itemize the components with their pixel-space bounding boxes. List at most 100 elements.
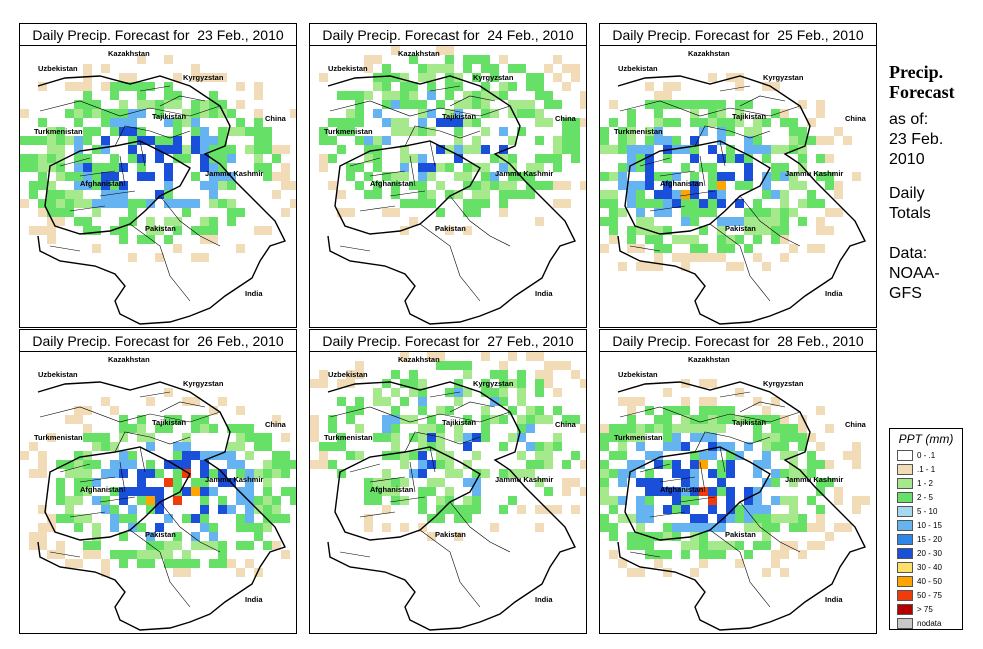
label-china: China: [265, 420, 287, 429]
label-kyrgyzstan: Kyrgyzstan: [183, 73, 224, 82]
label-kyrgyzstan: Kyrgyzstan: [473, 73, 514, 82]
label-tajikistan: Tajikistan: [732, 418, 766, 427]
forecast-panel-27-feb: Daily Precip. Forecast for 27 Feb., 2010…: [309, 329, 587, 634]
precip-cells: [20, 55, 296, 262]
legend-label: 10 - 15: [917, 520, 942, 530]
country-outline: [37, 75, 286, 325]
forecast-panel-24-feb: Daily Precip. Forecast for 24 Feb., 2010…: [309, 23, 587, 328]
province-boundary: [629, 223, 771, 302]
province-boundary: [694, 431, 771, 453]
province-boundary: [429, 85, 496, 107]
legend-label: 50 - 75: [917, 590, 942, 600]
label-kyrgyzstan: Kyrgyzstan: [183, 379, 224, 388]
province-boundary: [59, 157, 136, 212]
label-afghanistan: Afghanistan: [660, 485, 704, 494]
legend-swatch: [897, 505, 913, 517]
sidebar-title-line1: Precip.: [889, 62, 944, 82]
totals-line1: Daily: [889, 185, 925, 202]
label-turkmenistan: Turkmenistan: [614, 433, 663, 442]
label-jammu-kashmir: Jammu Kashmir: [495, 475, 553, 484]
province-boundary: [139, 85, 206, 107]
legend-label: 1 - 2: [917, 478, 934, 488]
legend-item: 1 - 2: [897, 476, 962, 490]
legend-label: 15 - 20: [917, 534, 942, 544]
label-india: India: [245, 289, 263, 298]
legend-swatch: [897, 449, 913, 461]
label-afghanistan: Afghanistan: [80, 485, 124, 494]
legend-swatch: [897, 463, 913, 475]
label-kazakhstan: Kazakhstan: [688, 355, 730, 364]
province-boundary: [404, 125, 481, 147]
legend-swatch: [897, 603, 913, 615]
legend-swatch: [897, 575, 913, 587]
panel-title: Daily Precip. Forecast for 28 Feb., 2010: [600, 330, 876, 352]
province-boundary: [39, 100, 221, 117]
province-boundary: [639, 463, 716, 518]
legend-label: 5 - 10: [917, 506, 938, 516]
legend-label: 30 - 40: [917, 562, 942, 572]
legend-rows: 0 - .1 .1 - 1 1 - 2 2 - 5 5 - 10 10 - 15 15 - …: [890, 448, 962, 630]
country-outline: [327, 75, 576, 325]
label-jammu-kashmir: Jammu Kashmir: [785, 475, 843, 484]
label-pakistan: Pakistan: [145, 530, 176, 539]
province-boundary: [49, 529, 191, 608]
province-boundary: [59, 463, 136, 518]
legend-label: 20 - 30: [917, 548, 942, 558]
province-boundary: [639, 157, 716, 212]
label-india: India: [535, 289, 553, 298]
precip-cells: [310, 352, 586, 541]
province-boundary: [349, 463, 426, 518]
label-jammu-kashmir: Jammu Kashmir: [205, 169, 263, 178]
label-afghanistan: Afghanistan: [370, 179, 414, 188]
forecast-panel-23-feb: Daily Precip. Forecast for 23 Feb., 2010…: [19, 23, 297, 328]
as-of-date-line: 23 Feb.: [889, 131, 944, 148]
panel-title: Daily Precip. Forecast for 23 Feb., 2010: [20, 24, 296, 46]
daily-totals-note: Daily Totals: [889, 184, 931, 224]
precip-map: Kazakhstan Uzbekistan Kyrgyzstan Tajikistan…: [20, 355, 296, 631]
province-boundary: [429, 391, 496, 413]
legend-swatch: [897, 491, 913, 503]
label-uzbekistan: Uzbekistan: [328, 64, 368, 73]
province-boundary: [409, 140, 511, 247]
label-jammu-kashmir: Jammu Kashmir: [495, 169, 553, 178]
label-afghanistan: Afghanistan: [370, 485, 414, 494]
label-china: China: [845, 114, 867, 123]
province-boundary: [339, 529, 481, 608]
legend-label: 40 - 50: [917, 576, 942, 586]
label-india: India: [245, 595, 263, 604]
legend-item: 5 - 10: [897, 504, 962, 518]
label-kyrgyzstan: Kyrgyzstan: [473, 379, 514, 388]
province-boundary: [699, 446, 801, 553]
legend-item: 2 - 5: [897, 490, 962, 504]
legend-label: .1 - 1: [917, 464, 936, 474]
legend-swatch: [897, 561, 913, 573]
label-uzbekistan: Uzbekistan: [38, 370, 78, 379]
legend-swatch: [897, 477, 913, 489]
legend-label: 0 - .1: [917, 450, 936, 460]
label-india: India: [825, 595, 843, 604]
totals-line2: Totals: [889, 205, 931, 222]
label-kyrgyzstan: Kyrgyzstan: [763, 379, 804, 388]
legend-label: 2 - 5: [917, 492, 934, 502]
panel-title: Daily Precip. Forecast for 26 Feb., 2010: [20, 330, 296, 352]
province-boundary: [119, 446, 221, 553]
data-source-line2: NOAA-: [889, 265, 940, 282]
data-source: Data: NOAA- GFS: [889, 244, 940, 304]
label-jammu-kashmir: Jammu Kashmir: [205, 475, 263, 484]
province-boundary: [629, 529, 771, 608]
label-uzbekistan: Uzbekistan: [618, 64, 658, 73]
country-outline: [617, 381, 866, 631]
as-of-label: as of:: [889, 111, 929, 128]
province-boundary: [619, 406, 801, 423]
legend-swatch: [897, 617, 913, 629]
label-tajikistan: Tajikistan: [442, 418, 476, 427]
legend-item: 15 - 20: [897, 532, 962, 546]
forecast-panel-26-feb: Daily Precip. Forecast for 26 Feb., 2010…: [19, 329, 297, 634]
as-of-date: as of: 23 Feb. 2010: [889, 110, 943, 170]
legend-title: PPT (mm): [898, 432, 954, 446]
precip-cells: [600, 73, 861, 271]
precip-map: Kazakhstan Uzbekistan Kyrgyzstan Tajikistan…: [600, 49, 867, 325]
label-uzbekistan: Uzbekistan: [328, 370, 368, 379]
legend-swatch: [897, 533, 913, 545]
legend-item: .1 - 1: [897, 462, 962, 476]
